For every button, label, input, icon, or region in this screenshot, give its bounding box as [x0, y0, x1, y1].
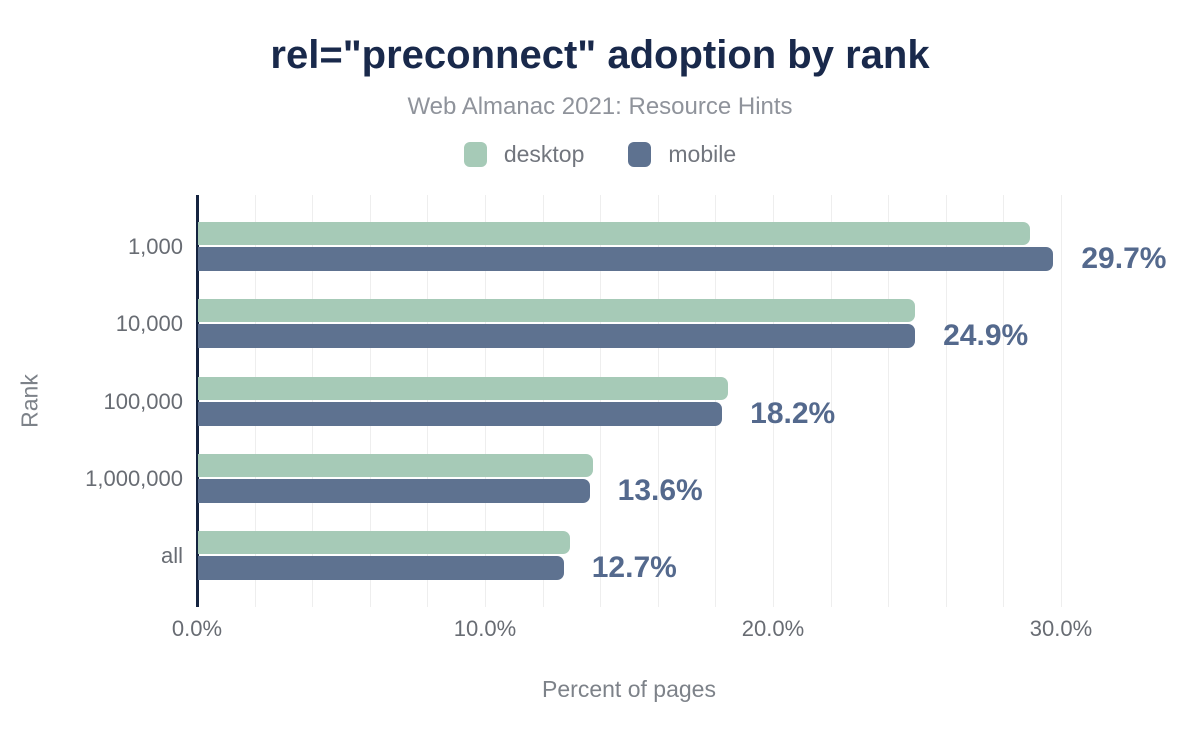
bar-desktop-all [198, 531, 570, 554]
y-axis-line [196, 195, 199, 607]
bar-value-label: 12.7% [591, 551, 677, 584]
bar-desktop-10,000 [198, 299, 916, 322]
gridline [945, 195, 947, 607]
bar-mobile-1,000,000 [198, 479, 590, 503]
gridline [312, 195, 314, 607]
bar-desktop-1,000 [198, 222, 1031, 245]
gridline [888, 195, 890, 607]
gridline [773, 195, 774, 607]
gridline [1003, 195, 1005, 607]
desktop-series-swatch-icon [463, 142, 487, 167]
gridline [1061, 195, 1062, 607]
bar-desktop-100,000 [198, 377, 728, 400]
bar-value-label: 24.9% [943, 319, 1029, 352]
legend-item-mobile: mobile [628, 141, 736, 168]
y-tick-label: 1,000 [127, 234, 183, 259]
chart-subtitle: Web Almanac 2021: Resource Hints [407, 93, 793, 120]
x-tick-label: 30.0% [1029, 616, 1093, 641]
legend-label-mobile: mobile [668, 141, 737, 167]
bar-mobile-all [198, 556, 564, 580]
chart-title: rel="preconnect" adoption by rank [270, 33, 930, 77]
gridline [657, 195, 659, 607]
gridline [485, 195, 486, 607]
gridline [427, 195, 429, 607]
gridline [830, 195, 832, 607]
x-axis-title: Percent of pages [542, 676, 716, 702]
bar-value-label: 13.6% [617, 474, 703, 507]
mobile-series-swatch-icon [628, 142, 652, 167]
bar-mobile-1,000 [198, 247, 1054, 271]
plot-area: 1,000 29.7% 10,000 24.9% 100,000 18.2% 1,000,0… [85, 195, 1166, 607]
bar-mobile-100,000 [198, 402, 723, 426]
bar-mobile-10,000 [198, 324, 916, 348]
bar-value-label: 29.7% [1081, 242, 1167, 275]
y-tick-label: 100,000 [103, 389, 183, 414]
legend: desktop mobile [0, 141, 1200, 168]
legend-label-desktop: desktop [503, 141, 585, 167]
bar-value-label: 18.2% [750, 397, 836, 430]
y-tick-label: 10,000 [115, 311, 183, 336]
legend-item-desktop: desktop [463, 141, 585, 168]
x-tick-label: 0.0% [171, 616, 223, 641]
x-tick-label: 20.0% [741, 616, 805, 641]
gridline [254, 195, 256, 607]
gridline [369, 195, 371, 607]
gridline [542, 195, 544, 607]
gridline [600, 195, 602, 607]
x-tick-label: 10.0% [453, 616, 517, 641]
y-tick-label: 1,000,000 [85, 466, 183, 491]
bar-desktop-1,000,000 [198, 454, 593, 477]
gridline [715, 195, 717, 607]
y-tick-label: all [160, 543, 183, 568]
